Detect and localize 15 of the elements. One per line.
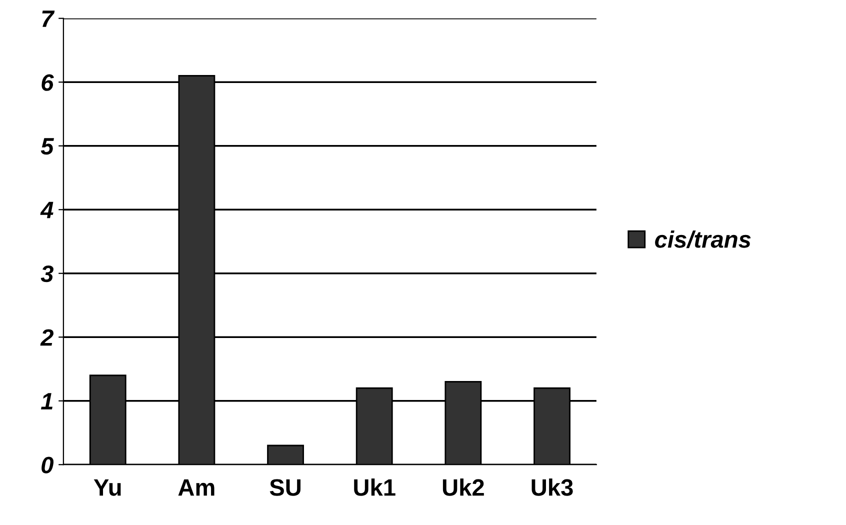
x-tick-label: Am: [178, 479, 214, 496]
y-tick-label: 2: [40, 329, 54, 346]
x-tick-label: Yu: [94, 479, 121, 496]
y-tick-label: 3: [40, 265, 54, 282]
legend-label: cis/trans: [655, 230, 751, 248]
y-tick-label: 0: [42, 456, 54, 474]
x-tick-label: Uk3: [532, 478, 573, 496]
x-tick-label: Uk1: [354, 478, 396, 496]
y-tick-label: 6: [42, 74, 54, 91]
y-tick-label: 1: [40, 393, 52, 410]
x-tick-label: Uk2: [442, 478, 484, 496]
x-tick-label: SU: [270, 479, 300, 496]
y-tick-label: 7: [42, 10, 55, 27]
y-tick-label: 5: [40, 138, 54, 155]
y-tick-label: 4: [40, 202, 54, 218]
